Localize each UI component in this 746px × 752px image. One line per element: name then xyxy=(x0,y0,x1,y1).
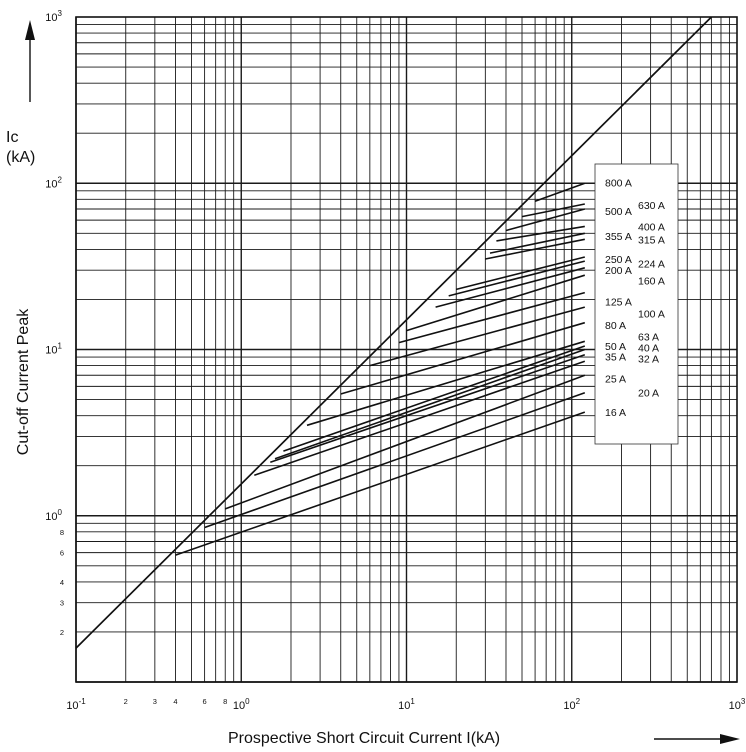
y-tick-label: 103 xyxy=(45,9,62,24)
series-line-20a xyxy=(204,391,586,529)
legend-label-224a: 224 A xyxy=(638,258,665,270)
y-minor-tick-label: 6 xyxy=(60,549,64,558)
series-line-315a xyxy=(485,238,585,260)
x-tick-label: 102 xyxy=(563,697,580,712)
series-line-63a xyxy=(306,340,586,427)
series-line-25a xyxy=(224,374,586,510)
legend-label-40a: 40 A xyxy=(638,342,659,354)
y-axis-arrow-head xyxy=(25,20,35,40)
legend-label-160a: 160 A xyxy=(638,276,665,288)
y-axis-unit-line-1: Ic xyxy=(6,129,19,146)
x-minor-tick-label: 2 xyxy=(124,697,128,706)
series-line-16a xyxy=(175,411,586,556)
series-line-800a xyxy=(534,182,586,202)
axis-arrows xyxy=(25,20,740,744)
series-line-160a xyxy=(406,274,586,332)
series-line-500a xyxy=(505,208,586,232)
y-tick-label: 100 xyxy=(45,508,62,523)
y-axis-unit-label: Ic (kA) xyxy=(6,128,35,168)
legend-label-25a: 25 A xyxy=(605,373,626,385)
series-line-35a xyxy=(270,353,586,463)
legend-background xyxy=(594,163,679,445)
x-minor-tick-label: 8 xyxy=(223,697,227,706)
series-line-400a xyxy=(496,225,585,242)
plot-frame xyxy=(75,16,738,683)
series-line-80a xyxy=(340,321,586,395)
y-minor-tick-label: 8 xyxy=(60,528,64,537)
series-line-125a xyxy=(398,291,586,344)
series-line-224a xyxy=(448,260,585,297)
x-minor-tick-label: 3 xyxy=(153,697,157,706)
legend-label-400a: 400 A xyxy=(638,221,665,233)
x-axis-title: Prospective Short Circuit Current I(kA) xyxy=(228,730,501,747)
legend-label-32a: 32 A xyxy=(638,354,659,366)
legend-label-35a: 35 A xyxy=(605,351,626,363)
x-tick-label: 103 xyxy=(729,697,746,712)
series-line-50a xyxy=(283,345,586,452)
legend-label-125a: 125 A xyxy=(605,296,632,308)
x-minor-tick-label: 6 xyxy=(203,697,207,706)
y-minor-tick-label: 2 xyxy=(60,628,64,637)
legend-label-50a: 50 A xyxy=(605,341,626,353)
series-curves xyxy=(75,16,712,649)
legend-label-100a: 100 A xyxy=(638,308,665,320)
y-axis-unit-line-2: (kA) xyxy=(6,149,36,166)
legend-label-630a: 630 A xyxy=(638,200,665,212)
y-minor-tick-label: 4 xyxy=(60,578,64,587)
legend-label-200a: 200 A xyxy=(605,265,632,277)
series-line-200a xyxy=(435,267,586,308)
legend-label-315a: 315 A xyxy=(638,234,665,246)
x-minor-tick-label: 4 xyxy=(173,697,177,706)
legend-label-80a: 80 A xyxy=(605,320,626,332)
series-line-32a xyxy=(254,360,586,477)
reference-line-unlimited xyxy=(75,16,712,649)
grid-lines xyxy=(75,16,738,683)
y-tick-label: 101 xyxy=(45,342,62,357)
series-line-100a xyxy=(369,306,586,367)
series-line-355a xyxy=(489,232,585,254)
legend-label-800a: 800 A xyxy=(605,178,632,190)
x-tick-label: 101 xyxy=(398,697,415,712)
legend-label-500a: 500 A xyxy=(605,206,632,218)
series-line-250a xyxy=(456,256,585,291)
y-tick-label: 102 xyxy=(45,175,62,190)
legend-label-20a: 20 A xyxy=(638,388,659,400)
legend-label-16a: 16 A xyxy=(605,407,626,419)
x-tick-label: 10-1 xyxy=(66,697,86,712)
x-axis-arrow-head xyxy=(720,734,740,744)
legend-box: 800 A 630 A 500 A 400 A 355 A 315 A 250 A 224 A… xyxy=(594,163,679,445)
series-line-40a xyxy=(274,348,586,460)
y-minor-tick-label: 3 xyxy=(60,599,64,608)
legend-label-63a: 63 A xyxy=(638,331,659,343)
x-tick-label: 100 xyxy=(233,697,250,712)
legend-label-250a: 250 A xyxy=(605,254,632,266)
tick-labels: 10-1 100 101 102 103 2 3 4 6 8 100 101 102 103 2 3 4 6 8 xyxy=(45,9,746,712)
series-line-630a xyxy=(521,203,585,218)
legend-label-355a: 355 A xyxy=(605,231,632,243)
